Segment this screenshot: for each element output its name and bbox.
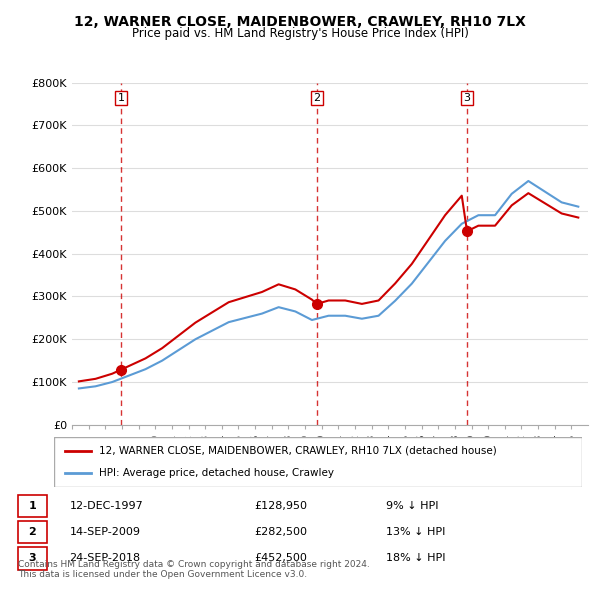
Text: 1: 1 [28,501,36,511]
Text: 14-SEP-2009: 14-SEP-2009 [70,527,140,537]
Text: 12, WARNER CLOSE, MAIDENBOWER, CRAWLEY, RH10 7LX: 12, WARNER CLOSE, MAIDENBOWER, CRAWLEY, … [74,15,526,29]
Text: 2: 2 [28,527,36,537]
Text: £282,500: £282,500 [254,527,307,537]
FancyBboxPatch shape [18,547,47,569]
FancyBboxPatch shape [18,521,47,543]
Text: 18% ↓ HPI: 18% ↓ HPI [386,553,446,563]
Text: £128,950: £128,950 [254,501,307,511]
Text: 3: 3 [463,93,470,103]
FancyBboxPatch shape [54,437,582,487]
Text: 1: 1 [118,93,125,103]
FancyBboxPatch shape [18,494,47,517]
Text: Price paid vs. HM Land Registry's House Price Index (HPI): Price paid vs. HM Land Registry's House … [131,27,469,40]
Text: 13% ↓ HPI: 13% ↓ HPI [386,527,446,537]
Text: 2: 2 [313,93,320,103]
Text: HPI: Average price, detached house, Crawley: HPI: Average price, detached house, Craw… [99,468,334,478]
Text: £452,500: £452,500 [254,553,307,563]
Text: 12, WARNER CLOSE, MAIDENBOWER, CRAWLEY, RH10 7LX (detached house): 12, WARNER CLOSE, MAIDENBOWER, CRAWLEY, … [99,445,497,455]
Text: 3: 3 [28,553,36,563]
Text: 9% ↓ HPI: 9% ↓ HPI [386,501,439,511]
Text: 24-SEP-2018: 24-SEP-2018 [70,553,141,563]
Text: Contains HM Land Registry data © Crown copyright and database right 2024.
This d: Contains HM Land Registry data © Crown c… [18,560,370,579]
Text: 12-DEC-1997: 12-DEC-1997 [70,501,143,511]
